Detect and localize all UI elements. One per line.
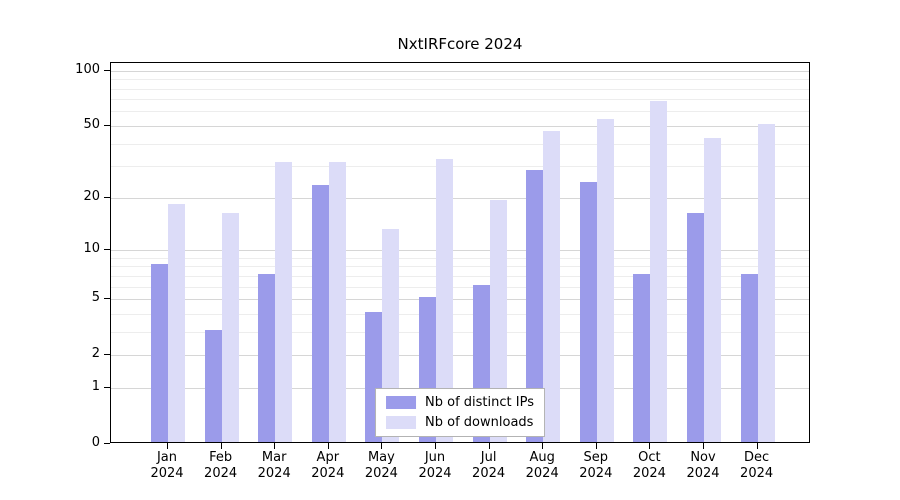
x-tick-mark xyxy=(274,443,276,449)
bar-distinct-ips-oct xyxy=(633,273,651,442)
x-tick-mark xyxy=(488,443,490,449)
x-tick-mark xyxy=(703,443,704,449)
x-tick-label: Jun 2024 xyxy=(418,450,452,481)
bar-distinct-ips-dec xyxy=(740,273,758,442)
x-tick-mark xyxy=(220,443,222,449)
bar-downloads-feb xyxy=(221,212,239,442)
major-gridline xyxy=(111,197,809,199)
y-tick-mark xyxy=(104,386,110,388)
plot-area: Nb of distinct IPs Nb of downloads xyxy=(110,62,810,443)
x-tick-label: Feb 2024 xyxy=(204,450,238,481)
legend-label-downloads: Nb of downloads xyxy=(425,415,534,430)
minor-gridline xyxy=(111,286,809,288)
major-gridline xyxy=(111,299,809,300)
minor-gridline xyxy=(111,88,809,90)
minor-gridline xyxy=(111,79,809,81)
minor-gridline xyxy=(111,143,809,145)
major-gridline xyxy=(111,355,809,357)
bar-downloads-jan xyxy=(168,203,185,442)
legend-item-downloads: Nb of downloads xyxy=(386,415,534,430)
bar-downloads-oct xyxy=(650,100,668,442)
major-gridline xyxy=(111,250,809,251)
y-tick-label: 1 xyxy=(91,378,100,394)
y-tick-label: 0 xyxy=(91,435,100,450)
legend: Nb of distinct IPs Nb of downloads xyxy=(375,388,545,437)
x-tick-label: Mar 2024 xyxy=(257,450,291,481)
legend-swatch-distinct-ips-icon xyxy=(386,396,417,409)
x-tick-mark xyxy=(756,443,758,449)
minor-gridline xyxy=(111,99,809,101)
major-gridline xyxy=(111,70,809,72)
x-tick-mark xyxy=(542,443,544,449)
y-tick-mark xyxy=(104,298,110,299)
x-tick-label: Dec 2024 xyxy=(740,450,774,481)
x-tick-label: Aug 2024 xyxy=(525,450,559,481)
bar-distinct-ips-nov xyxy=(687,212,704,442)
y-tick-mark xyxy=(104,124,110,126)
bar-layer xyxy=(111,63,809,442)
x-tick-mark xyxy=(381,443,383,449)
bar-downloads-nov xyxy=(704,137,721,442)
major-gridline xyxy=(111,125,809,127)
x-tick-label: Oct 2024 xyxy=(632,450,666,481)
bar-downloads-sep xyxy=(596,119,614,442)
bar-distinct-ips-apr xyxy=(311,184,329,442)
minor-gridline xyxy=(111,313,809,315)
legend-label-distinct-ips: Nb of distinct IPs xyxy=(425,395,534,410)
y-tick-mark xyxy=(104,196,110,198)
bar-downloads-mar xyxy=(275,161,293,442)
bar-downloads-aug xyxy=(543,130,561,442)
x-tick-mark xyxy=(649,443,651,449)
y-tick-mark xyxy=(104,354,110,356)
x-tick-label: Jul 2024 xyxy=(472,450,506,481)
y-tick-mark xyxy=(104,249,110,250)
x-tick-label: Jan 2024 xyxy=(150,450,184,481)
chart-title: NxtIRFcore 2024 xyxy=(397,35,523,53)
y-tick-label: 50 xyxy=(83,116,100,132)
y-tick-label: 5 xyxy=(91,290,100,305)
y-tick-mark xyxy=(104,69,110,71)
minor-gridline xyxy=(111,331,809,333)
bar-distinct-ips-feb xyxy=(204,329,222,442)
legend-swatch-downloads-icon xyxy=(386,416,417,429)
bar-distinct-ips-sep xyxy=(579,181,597,442)
minor-gridline xyxy=(111,266,809,268)
x-tick-label: Sep 2024 xyxy=(579,450,613,481)
minor-gridline xyxy=(111,111,809,113)
legend-item-distinct-ips: Nb of distinct IPs xyxy=(386,395,534,410)
x-tick-mark xyxy=(327,443,329,449)
bar-distinct-ips-jan xyxy=(151,264,168,442)
bar-downloads-jul xyxy=(489,199,507,442)
y-tick-mark xyxy=(104,443,110,444)
x-tick-label: Apr 2024 xyxy=(311,450,345,481)
y-tick-label: 100 xyxy=(75,61,100,77)
bar-downloads-apr xyxy=(328,161,346,442)
bar-downloads-jun xyxy=(436,159,453,442)
x-tick-mark xyxy=(435,443,436,449)
y-tick-label: 20 xyxy=(83,188,100,204)
minor-gridline xyxy=(111,166,809,168)
x-tick-label: May 2024 xyxy=(364,450,398,481)
bar-distinct-ips-mar xyxy=(258,273,276,442)
minor-gridline xyxy=(111,275,809,277)
y-tick-label: 10 xyxy=(83,241,100,256)
x-tick-label: Nov 2024 xyxy=(686,450,720,481)
bar-distinct-ips-aug xyxy=(526,169,544,442)
y-tick-label: 2 xyxy=(91,346,100,362)
x-tick-mark xyxy=(595,443,597,449)
bar-downloads-dec xyxy=(757,123,775,442)
minor-gridline xyxy=(111,257,809,259)
x-tick-mark xyxy=(167,443,168,449)
